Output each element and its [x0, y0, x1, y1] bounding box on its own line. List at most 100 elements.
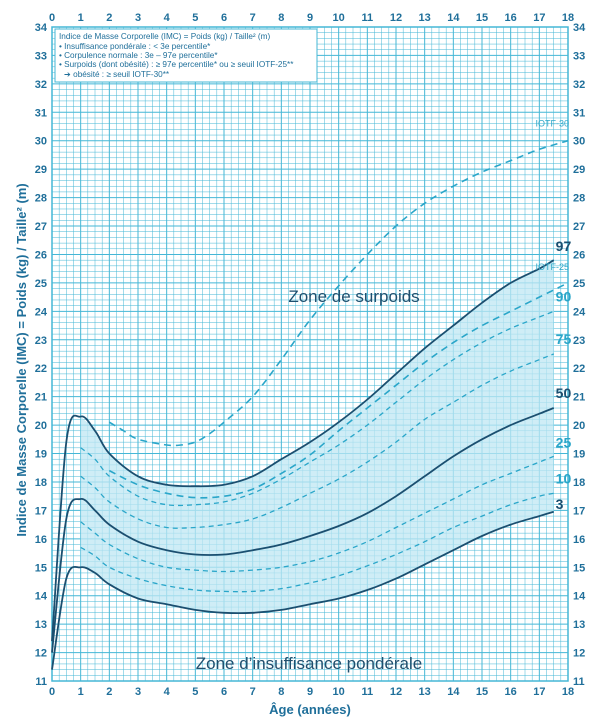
label-p25: 25: [556, 434, 572, 450]
y-tick-right: 24: [573, 306, 586, 318]
y-tick-right: 20: [573, 420, 585, 432]
y-tick-right: 32: [573, 79, 585, 91]
x-tick-top: 14: [447, 12, 460, 24]
x-tick-top: 18: [562, 12, 574, 24]
y-tick-left: 19: [35, 449, 47, 461]
x-tick-bottom: 10: [333, 686, 345, 698]
y-tick-left: 29: [35, 164, 47, 176]
legend-line-4: • Surpoids (dont obésité) : ≥ 97e percen…: [59, 60, 294, 69]
y-tick-right: 15: [573, 562, 585, 574]
y-tick-right: 25: [573, 278, 585, 290]
x-tick-bottom: 7: [250, 686, 256, 698]
legend-line-2: • Insuffisance pondérale : < 3e percenti…: [59, 42, 211, 51]
x-tick-bottom: 15: [476, 686, 488, 698]
x-tick-bottom: 9: [307, 686, 313, 698]
x-tick-top: 3: [135, 12, 141, 24]
label-p10: 10: [556, 470, 572, 486]
x-tick-bottom: 6: [221, 686, 227, 698]
x-tick-bottom: 18: [562, 686, 574, 698]
label-p3: 3: [556, 496, 564, 512]
y-axis-title: Indice de Masse Corporelle (IMC) = Poids…: [14, 183, 29, 536]
y-tick-right: 31: [573, 107, 585, 119]
x-tick-bottom: 4: [164, 686, 171, 698]
x-tick-bottom: 13: [419, 686, 431, 698]
y-tick-left: 34: [35, 22, 48, 34]
y-tick-left: 16: [35, 534, 47, 546]
y-tick-right: 30: [573, 136, 585, 148]
x-tick-bottom: 16: [505, 686, 517, 698]
x-tick-top: 5: [192, 12, 198, 24]
y-tick-left: 14: [35, 591, 48, 603]
y-tick-left: 27: [35, 221, 47, 233]
x-tick-bottom: 0: [49, 686, 55, 698]
y-tick-right: 18: [573, 477, 585, 489]
legend-line-5: ➔ obésité : ≥ seuil IOTF-30**: [64, 70, 170, 79]
y-tick-right: 13: [573, 619, 585, 631]
x-tick-top: 1: [78, 12, 84, 24]
plot-frame: [51, 26, 569, 682]
y-tick-right: 17: [573, 505, 585, 517]
x-tick-bottom: 17: [533, 686, 545, 698]
y-tick-right: 27: [573, 221, 585, 233]
curve-labels: 97 90 75 50 25 10 3 IOTF-30 IOTF-25: [535, 119, 571, 512]
x-tick-bottom: 12: [390, 686, 402, 698]
x-tick-top: 8: [278, 12, 284, 24]
x-tick-bottom: 8: [278, 686, 284, 698]
y-tick-left: 11: [35, 676, 47, 688]
y-tick-left: 21: [35, 392, 47, 404]
x-tick-top: 16: [505, 12, 517, 24]
x-tick-bottom: 5: [192, 686, 198, 698]
y-tick-left: 12: [35, 648, 47, 660]
normal-range-fill: [80, 260, 554, 614]
x-tick-top: 12: [390, 12, 402, 24]
y-tick-left: 15: [35, 562, 47, 574]
label-p50: 50: [556, 385, 572, 401]
underweight-zone-label: Zone d’insuffisance pondérale: [196, 654, 423, 673]
curve-97: [51, 259, 555, 642]
curve-50: [51, 407, 555, 653]
x-tick-bottom: 11: [362, 686, 374, 698]
legend-line-3: • Corpulence normale : 3e – 97e percenti…: [59, 51, 218, 60]
x-tick-bottom: 3: [135, 686, 141, 698]
curve-iotf-25: [108, 282, 569, 499]
x-tick-bottom: 2: [106, 686, 112, 698]
label-p97: 97: [556, 238, 572, 254]
x-tick-top: 15: [476, 12, 488, 24]
curve-10: [80, 492, 554, 593]
y-tick-left: 25: [35, 278, 47, 290]
x-axis-title: Âge (années): [269, 702, 351, 717]
y-tick-right: 29: [573, 164, 585, 176]
y-tick-left: 17: [35, 505, 47, 517]
y-tick-right: 12: [573, 648, 585, 660]
y-tick-left: 26: [35, 249, 47, 261]
x-tick-top: 9: [307, 12, 313, 24]
y-tick-right: 14: [573, 591, 586, 603]
y-tick-right: 11: [573, 676, 585, 688]
y-tick-right: 16: [573, 534, 585, 546]
curve-90: [80, 310, 554, 507]
y-tick-left: 13: [35, 619, 47, 631]
y-tick-right: 26: [573, 249, 585, 261]
y-tick-left: 23: [35, 335, 47, 347]
x-tick-top: 2: [106, 12, 112, 24]
y-tick-left: 33: [35, 50, 47, 62]
x-tick-top: 6: [221, 12, 227, 24]
label-p90: 90: [556, 288, 572, 304]
y-tick-left: 18: [35, 477, 47, 489]
x-tick-bottom: 14: [447, 686, 460, 698]
y-tick-right: 22: [573, 363, 585, 375]
legend-line-1: Indice de Masse Corporelle (IMC) = Poids…: [59, 32, 270, 41]
y-tick-right: 19: [573, 449, 585, 461]
axis-ticks: 0011223344556677889910101111121213131414…: [35, 12, 586, 698]
overweight-zone-label: Zone de surpoids: [288, 287, 419, 306]
x-tick-top: 7: [250, 12, 256, 24]
x-tick-top: 17: [533, 12, 545, 24]
x-tick-bottom: 1: [78, 686, 84, 698]
y-tick-right: 33: [573, 50, 585, 62]
curve-iotf-30: [108, 139, 569, 447]
x-tick-top: 4: [164, 12, 171, 24]
y-tick-left: 28: [35, 193, 47, 205]
curve-3: [51, 510, 554, 670]
x-tick-top: 0: [49, 12, 55, 24]
